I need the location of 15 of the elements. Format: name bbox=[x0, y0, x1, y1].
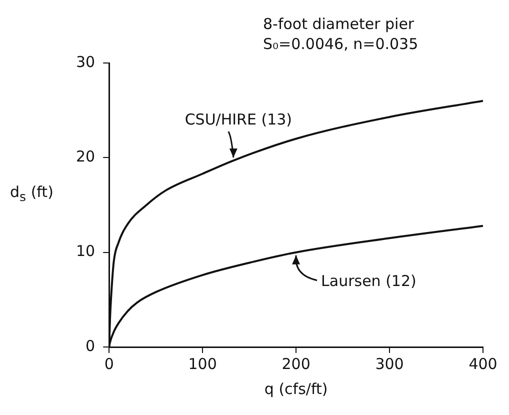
x-tick-label: 400 bbox=[468, 354, 498, 373]
series-label: Laursen (12) bbox=[321, 272, 416, 290]
chart-title: 8-foot diameter pier bbox=[263, 14, 416, 34]
chart-subtitle: S₀=0.0046, n=0.035 bbox=[263, 34, 418, 54]
y-tick-label: 30 bbox=[76, 52, 96, 71]
x-tick-label: 200 bbox=[282, 354, 310, 373]
x-tick-label: 100 bbox=[188, 354, 217, 373]
x-tick-label: 300 bbox=[375, 354, 404, 373]
y-axis-title: d$_{s}$ (ft) bbox=[10, 183, 54, 204]
series-label: CSU/HIRE (13) bbox=[184, 110, 292, 128]
y-tick-label: 10 bbox=[76, 242, 96, 260]
x-tick-label: 0 bbox=[104, 354, 114, 373]
y-tick-label: 0 bbox=[86, 336, 96, 355]
y-tick-label: 20 bbox=[76, 148, 96, 166]
x-axis-title: q (cfs/ft) bbox=[264, 380, 328, 398]
